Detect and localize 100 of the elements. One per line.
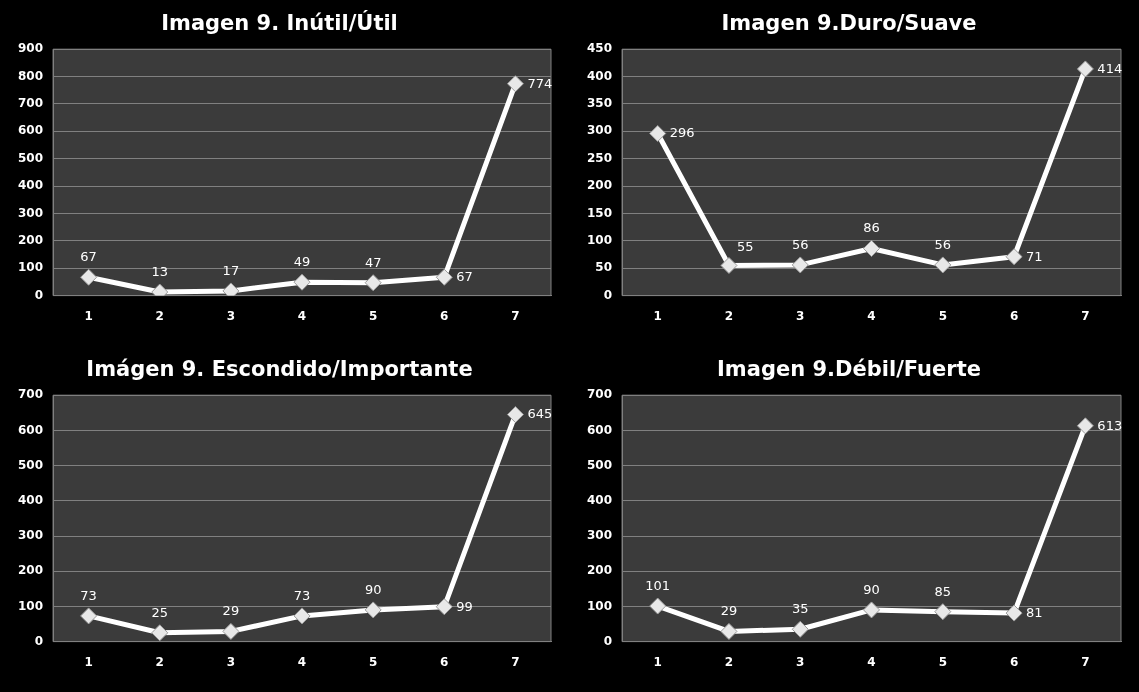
x-tick-label: 6 (440, 654, 449, 669)
x-tick-label: 3 (796, 654, 805, 669)
y-tick-label: 0 (34, 633, 44, 648)
x-tick-label: 6 (440, 308, 449, 323)
data-label: 49 (293, 254, 311, 270)
x-tick-label: 2 (155, 308, 164, 323)
data-label: 56 (791, 236, 809, 252)
data-label: 67 (456, 269, 473, 285)
y-tick-label: 400 (586, 68, 613, 83)
y-tick-label: 300 (586, 123, 613, 138)
x-tick-label: 1 (84, 654, 93, 669)
point (222, 282, 240, 296)
x-tick-label: 1 (653, 308, 662, 323)
x-tick-label: 6 (1009, 654, 1019, 669)
data-label: 613 (1097, 417, 1123, 433)
data-label: 67 (80, 249, 97, 265)
data-label: 13 (151, 263, 169, 279)
data-label: 774 (527, 75, 553, 91)
data-label: 99 (456, 598, 473, 614)
x-tick-label: 7 (1081, 654, 1090, 669)
x-tick-label: 3 (796, 308, 805, 323)
y-tick-label: 450 (586, 41, 613, 56)
data-label: 55 (736, 239, 754, 255)
data-label: 47 (364, 254, 382, 270)
point (506, 75, 524, 93)
data-label: 90 (364, 581, 382, 597)
chart-title: Imagen 9.Duro/Suave (721, 11, 977, 36)
data-label: 414 (1097, 60, 1123, 76)
point (435, 268, 453, 286)
y-tick-label: 0 (603, 633, 613, 648)
point (720, 256, 738, 274)
data-label: 645 (527, 406, 553, 422)
y-tick-label: 400 (17, 492, 44, 507)
y-tick-label: 300 (17, 528, 44, 543)
x-tick-label: 4 (867, 654, 876, 669)
y-tick-label: 500 (586, 457, 613, 472)
point (720, 622, 738, 640)
point (151, 624, 169, 642)
y-tick-label: 250 (586, 150, 613, 165)
x-tick-label: 3 (226, 654, 236, 669)
y-tick-label: 100 (586, 232, 613, 247)
y-tick-label: 100 (17, 260, 44, 275)
x-tick-label: 7 (511, 654, 520, 669)
x-tick-label: 2 (155, 654, 164, 669)
data-label: 73 (80, 587, 97, 603)
data-label: 85 (934, 583, 952, 599)
point (934, 256, 952, 274)
y-tick-label: 700 (17, 96, 44, 111)
data-label: 86 (863, 220, 880, 236)
y-tick-label: 900 (17, 41, 44, 56)
y-tick-label: 500 (17, 150, 44, 165)
x-tick-label: 4 (297, 308, 307, 323)
y-tick-label: 700 (586, 387, 613, 402)
y-tick-label: 300 (17, 205, 44, 220)
x-tick-label: 4 (297, 654, 307, 669)
y-tick-label: 100 (17, 598, 44, 613)
y-tick-label: 100 (586, 598, 613, 613)
y-tick-label: 400 (586, 492, 613, 507)
data-label: 81 (1026, 604, 1043, 620)
data-label: 29 (720, 603, 738, 619)
y-tick-label: 200 (586, 563, 613, 578)
chart-title: Imágen 9. Escondido/Importante (86, 357, 473, 382)
y-tick-label: 50 (595, 260, 613, 275)
point (222, 622, 240, 640)
y-tick-label: 800 (17, 68, 44, 83)
y-tick-label: 700 (17, 387, 44, 402)
data-label: 35 (791, 601, 809, 617)
point (506, 406, 524, 424)
y-tick-label: 600 (17, 123, 44, 138)
x-tick-label: 5 (368, 654, 378, 669)
point (435, 598, 453, 616)
x-tick-label: 2 (724, 308, 734, 323)
chart-title: Imagen 9.Débil/Fuerte (717, 357, 981, 382)
y-tick-label: 200 (586, 178, 613, 193)
point (649, 125, 667, 143)
x-tick-label: 7 (1081, 308, 1090, 323)
x-tick-label: 3 (226, 308, 236, 323)
data-label: 90 (863, 581, 880, 597)
point (863, 240, 881, 258)
point (1076, 60, 1094, 78)
y-tick-label: 400 (17, 178, 44, 193)
data-label: 101 (645, 577, 671, 593)
y-tick-label: 150 (586, 205, 613, 220)
y-tick-label: 350 (586, 96, 613, 111)
point (293, 607, 311, 625)
point (80, 607, 98, 625)
x-tick-label: 4 (867, 308, 876, 323)
x-tick-label: 6 (1009, 308, 1019, 323)
y-tick-label: 200 (17, 563, 44, 578)
point (791, 620, 809, 638)
data-label: 56 (934, 236, 952, 252)
x-tick-label: 1 (84, 308, 93, 323)
data-label: 296 (669, 125, 695, 141)
x-tick-label: 5 (938, 308, 947, 323)
y-tick-label: 600 (17, 422, 44, 437)
point (364, 274, 382, 292)
y-tick-label: 600 (586, 422, 613, 437)
point (80, 268, 98, 286)
point (863, 601, 881, 619)
point (293, 273, 311, 291)
